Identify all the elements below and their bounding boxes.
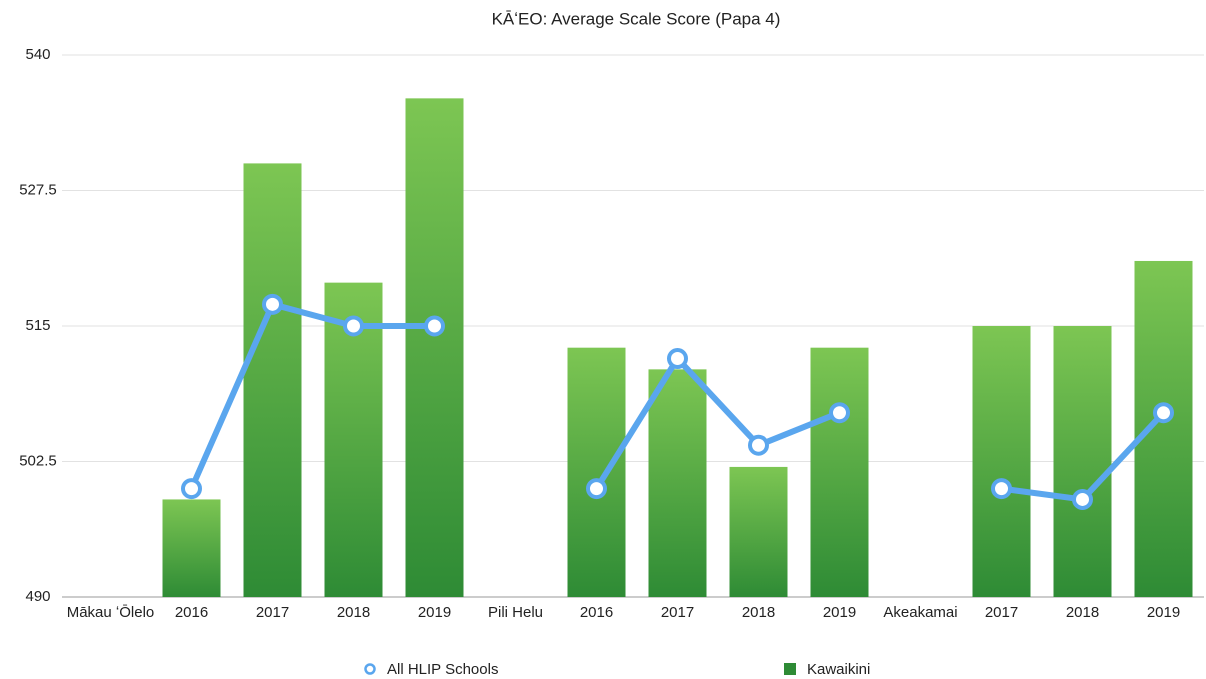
chart-title: KĀʻEO: Average Scale Score (Papa 4) xyxy=(492,9,781,28)
bar xyxy=(1134,260,1193,597)
y-tick-label: 502.5 xyxy=(19,452,57,469)
x-tick-label: 2019 xyxy=(418,604,451,621)
bar xyxy=(162,499,221,597)
line-marker xyxy=(667,348,688,370)
x-tick-label: 2018 xyxy=(1066,604,1099,621)
bar xyxy=(648,369,707,597)
legend-marker xyxy=(784,663,796,675)
legend-label: Kawaikini xyxy=(807,661,870,678)
y-tick-label: 540 xyxy=(25,46,50,63)
x-tick-label: 2016 xyxy=(580,604,613,621)
line-marker xyxy=(748,434,769,456)
bar xyxy=(729,466,788,597)
line-marker xyxy=(424,315,445,337)
y-tick-label: 490 xyxy=(25,588,50,605)
x-tick-label: 2017 xyxy=(985,604,1018,621)
bar xyxy=(567,347,626,597)
line-marker xyxy=(1153,402,1174,424)
x-tick-label: 2019 xyxy=(1147,604,1180,621)
line xyxy=(593,355,843,492)
bar xyxy=(1053,326,1112,597)
x-tick-label: 2017 xyxy=(661,604,694,621)
x-tick-label: Mākau ʻŌlelo xyxy=(67,604,155,621)
bar xyxy=(405,98,464,598)
line-marker xyxy=(181,478,202,500)
line-marker xyxy=(262,293,283,315)
x-tick-label: 2016 xyxy=(175,604,208,621)
x-tick-label: 2018 xyxy=(337,604,370,621)
line-marker xyxy=(586,478,607,500)
x-tick-label: 2019 xyxy=(823,604,856,621)
line-marker xyxy=(829,402,850,424)
line-marker xyxy=(343,315,364,337)
line-marker xyxy=(991,478,1012,500)
bar xyxy=(972,326,1031,597)
x-tick-label: Pili Helu xyxy=(488,604,543,621)
x-tick-label: 2018 xyxy=(742,604,775,621)
y-tick-label: 527.5 xyxy=(19,181,57,198)
bar xyxy=(243,163,302,597)
legend-label: All HLIP Schools xyxy=(387,661,498,678)
line-marker xyxy=(1072,488,1093,510)
y-tick-label: 515 xyxy=(25,317,50,334)
x-tick-label: 2017 xyxy=(256,604,289,621)
bar xyxy=(810,347,869,597)
line xyxy=(188,301,438,492)
legend-marker xyxy=(364,663,376,675)
x-tick-label: Akeakamai xyxy=(883,604,957,621)
